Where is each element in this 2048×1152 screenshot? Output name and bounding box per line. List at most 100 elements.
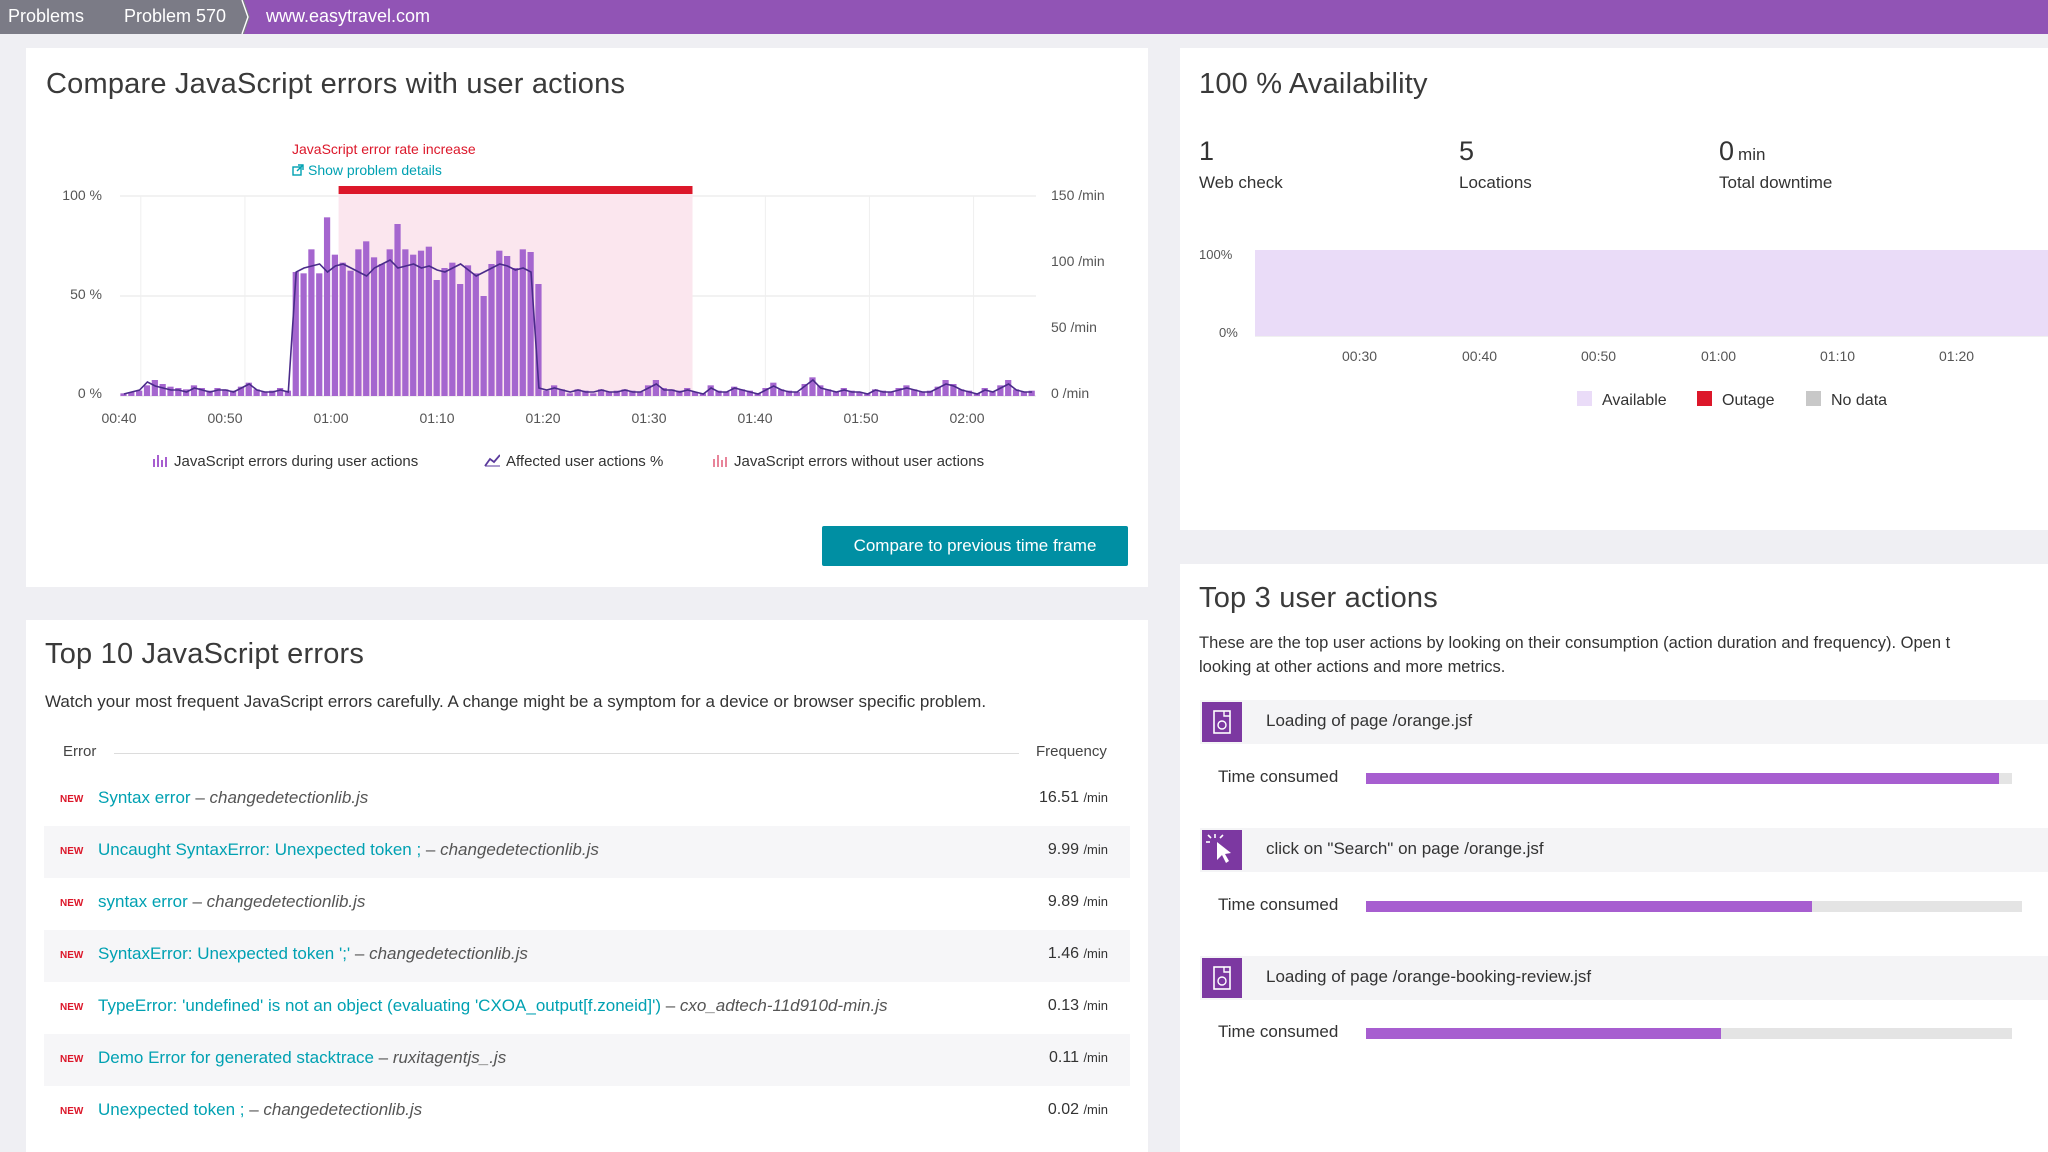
error-bar [214, 388, 221, 396]
error-bar [370, 257, 378, 396]
new-badge: NEW [60, 898, 84, 909]
error-bar [637, 392, 644, 396]
errors-title: Top 10 JavaScript errors [45, 638, 365, 670]
error-bar [629, 390, 636, 396]
error-bar [762, 388, 769, 396]
error-bar [480, 296, 487, 396]
error-row[interactable]: NEW syntax error – changedetectionlib.js… [60, 892, 1108, 911]
error-bar [292, 272, 299, 396]
error-row[interactable]: NEW SyntaxError: Unexpected token ';' – … [44, 930, 1130, 982]
error-bar [832, 392, 840, 396]
error-bar [128, 392, 135, 396]
locations-label: Locations [1459, 173, 1532, 192]
x-tick: 02:00 [949, 410, 985, 426]
locations-count: 5 [1459, 136, 1475, 166]
error-bar [582, 390, 589, 396]
error-bar [1028, 390, 1035, 396]
y-right-tick: 150 /min [1051, 187, 1105, 203]
error-bar [190, 385, 198, 396]
error-bar [402, 249, 409, 396]
error-bar [347, 270, 354, 396]
avail-y-tick: 0% [1219, 325, 1238, 340]
action-name[interactable]: Loading of page /orange.jsf [1266, 711, 1473, 730]
error-link[interactable]: Unexpected token ; [98, 1100, 245, 1119]
error-bar [425, 246, 432, 396]
legend-errors-during-actions: JavaScript errors during user actions [152, 453, 418, 470]
error-bar [738, 389, 746, 396]
outage-swatch [1697, 391, 1712, 406]
error-row[interactable]: NEW Unexpected token ; – changedetection… [60, 1100, 1108, 1119]
error-source-file: changedetectionlib.js [440, 840, 599, 859]
error-row[interactable]: NEW Uncaught SyntaxError: Unexpected tok… [44, 826, 1130, 878]
avail-x-tick: 01:10 [1820, 348, 1856, 364]
user-action-item[interactable]: click on "Search" on page /orange.jsf [1200, 828, 2048, 872]
error-bar [731, 386, 738, 396]
error-source-file: changedetectionlib.js [263, 1100, 423, 1119]
error-link[interactable]: syntax error [98, 892, 188, 911]
error-bar [981, 388, 988, 396]
error-bar [958, 389, 965, 396]
error-link[interactable]: Syntax error [98, 788, 191, 807]
error-link[interactable]: Demo Error for generated stacktrace [98, 1048, 374, 1067]
error-bar [895, 388, 902, 396]
error-bar [989, 392, 996, 396]
error-link[interactable]: Uncaught SyntaxError: Unexpected token ; [98, 840, 422, 859]
error-bar [613, 390, 620, 396]
error-bar [801, 384, 808, 396]
time-consumed-track [1366, 773, 2012, 784]
action-name[interactable]: Loading of page /orange-booking-review.j… [1266, 967, 1592, 986]
breadcrumb-application[interactable]: www.easytravel.com [266, 6, 431, 26]
error-bar [230, 390, 237, 396]
error-row[interactable]: NEW Syntax error – changedetectionlib.js… [60, 788, 1108, 807]
error-bar [778, 389, 785, 396]
error-bar [378, 264, 385, 396]
error-bar [511, 268, 519, 396]
error-row[interactable]: NEW Demo Error for generated stacktrace … [44, 1034, 1130, 1086]
error-bar [355, 249, 362, 396]
new-badge: NEW [60, 1002, 84, 1013]
problem-annotation-title: JavaScript error rate increase [292, 141, 476, 157]
error-bar [504, 256, 511, 396]
actions-title: Top 3 user actions [1199, 582, 1438, 614]
actions-description: These are the top user actions by lookin… [1199, 634, 1951, 652]
error-link[interactable]: TypeError: 'undefined' is not an object … [98, 996, 661, 1015]
new-badge: NEW [60, 1054, 84, 1065]
x-tick: 01:10 [419, 410, 455, 426]
error-bar [1005, 380, 1012, 396]
error-bar [770, 382, 777, 396]
new-badge: NEW [60, 950, 84, 961]
availability-panel: 100 % Availability 1 Web check 5 Locatio… [1180, 48, 2048, 530]
compare-time-frame-button[interactable]: Compare to previous time frame [822, 526, 1128, 566]
col-header-frequency[interactable]: Frequency [1036, 743, 1107, 760]
error-frequency: 1.46 /min [1047, 945, 1108, 962]
time-consumed-bar [1366, 773, 2000, 784]
available-swatch [1577, 391, 1592, 406]
legend-outage: Outage [1697, 391, 1774, 410]
y-right-tick: 0 /min [1051, 385, 1090, 401]
time-consumed-track [1366, 901, 2022, 912]
availability-title: 100 % Availability [1199, 68, 1428, 100]
user-action-item[interactable]: Loading of page /orange.jsf [1200, 700, 2048, 744]
error-bar [871, 389, 879, 396]
error-frequency: 9.89 /min [1047, 893, 1108, 910]
breadcrumb-problems[interactable]: Problems [0, 0, 98, 34]
error-bar [527, 252, 534, 396]
time-consumed-track [1366, 1028, 2012, 1039]
problem-duration-bar [338, 186, 693, 194]
show-problem-details-link[interactable]: Show problem details [292, 162, 442, 178]
error-bar [386, 249, 393, 396]
js-errors-chart [120, 186, 1036, 397]
error-bar [261, 392, 268, 396]
error-link[interactable]: SyntaxError: Unexpected token ';' [98, 944, 351, 963]
x-tick: 00:50 [207, 410, 243, 426]
web-check-count: 1 [1199, 136, 1215, 166]
header-divider [114, 753, 1019, 754]
action-name[interactable]: click on "Search" on page /orange.jsf [1266, 839, 1544, 858]
affected-actions-line [123, 259, 1033, 395]
error-row[interactable]: NEW TypeError: 'undefined' is not an obj… [60, 996, 1108, 1015]
error-bar [605, 392, 613, 396]
user-action-item[interactable]: Loading of page /orange-booking-review.j… [1200, 956, 2048, 1000]
avail-y-tick: 100% [1199, 247, 1233, 262]
breadcrumb-problem-570[interactable]: Problem 570 [98, 0, 238, 34]
web-check-label: Web check [1199, 173, 1283, 192]
